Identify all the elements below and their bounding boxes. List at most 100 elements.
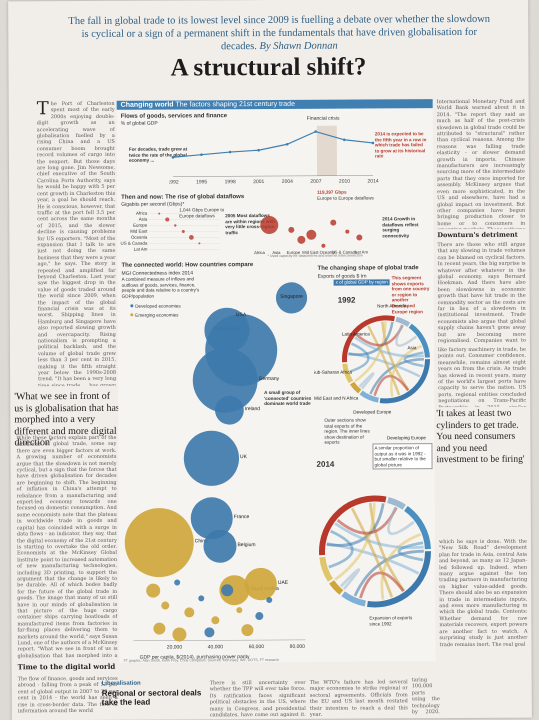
bubble-china	[125, 508, 194, 577]
dataflows-2014-dot	[288, 227, 294, 233]
newspaper-page: The fall in global trade to its lowest l…	[8, 0, 532, 720]
flows-point	[229, 151, 232, 154]
flows-tick-label: 1992	[169, 179, 179, 185]
flows-point	[172, 156, 175, 159]
dataflows-2014-dot	[330, 220, 336, 226]
chord-region-label: Latin America	[342, 331, 370, 336]
left-column-bottom: While these factors explain part of the …	[16, 435, 117, 660]
bottom-column-left: There is still uncertainty over whether …	[210, 680, 306, 719]
chord-region-label: Mid East and N Africa	[314, 396, 359, 401]
flows-tick-label: 1998	[225, 179, 236, 185]
chord-region-label: North America	[377, 303, 407, 308]
right-column-mid: There are those who still argue that any…	[437, 242, 526, 345]
flows-point	[314, 130, 317, 133]
flows-note-right: 2014 is expected to be the fifth year in…	[375, 131, 427, 159]
bubble-minor	[221, 584, 233, 596]
dataflows-2005-dot	[198, 242, 200, 244]
dataflows-2005-dot	[189, 235, 194, 240]
graphic-header-main: Changing world	[121, 102, 174, 109]
dataflows-peak-note: Europe to Europe dataflows	[317, 195, 377, 201]
dataflows-x-label: Asia	[272, 250, 281, 255]
bubble-label: Singapore	[280, 294, 303, 300]
dataflows-x-label: Africa	[254, 250, 265, 255]
pull-quote-right: 'It takes at least two cylinders to get …	[436, 409, 530, 467]
dataflows-2014-dot	[345, 230, 349, 234]
bubble-ireland	[215, 396, 244, 425]
flows-tick-label: 2004	[282, 179, 293, 185]
flows-subtitle: % of global GDP	[121, 121, 158, 127]
flows-point	[286, 143, 289, 146]
dataflows-region-label: Europe	[133, 223, 148, 228]
dataflows-2005-dot	[182, 230, 185, 233]
dataflows-2014-dot	[306, 230, 316, 240]
flows-point	[343, 138, 346, 141]
bubble-x-tick: 40,000	[208, 644, 224, 650]
graphic-credit: FT graphic: Alan Smith, Keith Frey, Chri…	[124, 658, 279, 663]
dataflows-region-label: Lat Am	[134, 247, 148, 252]
bubble-label: Germany	[259, 376, 280, 382]
chord-1992-arc	[350, 382, 361, 394]
flows-point	[372, 142, 375, 145]
dataflows-region-label: US & Canada	[121, 241, 148, 246]
chord-region-label: Developing Europe	[387, 435, 427, 440]
byline: By Shawn Donnan	[259, 41, 337, 52]
bubble-minor	[236, 607, 242, 613]
dataflows-2005-dot	[158, 213, 160, 215]
bubble-minor	[172, 627, 186, 641]
bubble-x-tick: 80,000	[290, 644, 306, 650]
infographic-panel: Changing world The factors shaping 21st …	[117, 99, 436, 663]
bubble-label: UK	[240, 454, 248, 460]
dataflows-2014-dot	[260, 216, 278, 234]
flows-tick-label: 2007	[310, 179, 321, 185]
bubble-minor	[204, 627, 214, 637]
flows-series-line	[173, 131, 373, 157]
bubble-minor	[198, 595, 204, 601]
flows-tick-label: 2001	[253, 179, 264, 185]
bubble-minor	[174, 579, 180, 585]
right-subhead: Downturn's detriment	[437, 231, 525, 241]
connected-bubble-chart: 20,00040,00060,00080,000SingaporeNetherl…	[117, 260, 315, 653]
flows-point	[200, 153, 203, 156]
dataflows-2014-dot	[297, 236, 305, 244]
graphic-header-sub: The factors shaping 21st century trade	[175, 101, 295, 109]
dataflows-2005-dot	[174, 224, 176, 226]
bubble-uae	[244, 568, 277, 601]
dataflows-peak-value: 119,397 Gbps	[317, 190, 346, 196]
graphic-header: Changing world The factors shaping 21st …	[117, 99, 433, 110]
bubble-uk	[184, 431, 239, 486]
dataflows-x-label: Mid East	[302, 250, 319, 255]
dataflows-2005-dot	[165, 218, 169, 222]
left-subhead: Time to the digital world	[18, 663, 118, 676]
liberalisation-kicker: Liberalisation	[102, 681, 141, 687]
bubble-minor	[184, 607, 194, 617]
bubble-label: USA	[236, 312, 247, 318]
bubble-minor	[266, 597, 272, 603]
article-headline: A structural shift?	[8, 53, 528, 84]
chord-2014-arc	[329, 580, 343, 595]
dataflows-subtitle: Gigabits per second (Gbps)*	[121, 201, 184, 207]
dataflows-2014-dot	[321, 244, 325, 248]
bubble-minor	[241, 624, 253, 636]
liberalisation-headline: Regional or sectoral deals take the lead	[102, 688, 206, 707]
bubble-label: France	[234, 514, 250, 520]
bubble-label: UAE	[278, 580, 289, 586]
dataflows-region-label: Mid East	[130, 229, 148, 234]
flows-x-axis	[173, 175, 373, 176]
dataflows-x-label: Lat Am	[355, 249, 369, 254]
bubble-minor	[211, 616, 219, 624]
flows-point	[257, 149, 260, 152]
bottom-column-right: taring 100,000 parts using the technolog…	[412, 677, 440, 715]
chord-region-label: Asia	[407, 345, 416, 350]
dataflows-region-label: Asia	[139, 217, 148, 222]
dataflows-title: Then and now: The rise of global dataflo…	[121, 194, 244, 201]
article-deck: The fall in global trade to its lowest l…	[64, 13, 494, 54]
chord-region-label: Developed Europe	[353, 409, 392, 414]
right-column-lower: like factory machinery in trade, he poin…	[438, 347, 526, 407]
flows-tick-label: 2010	[339, 179, 350, 185]
bubble-x-tick: 60,000	[249, 644, 265, 650]
dataflows-x-label: Europe	[287, 250, 301, 255]
bubble-minor	[146, 584, 160, 598]
